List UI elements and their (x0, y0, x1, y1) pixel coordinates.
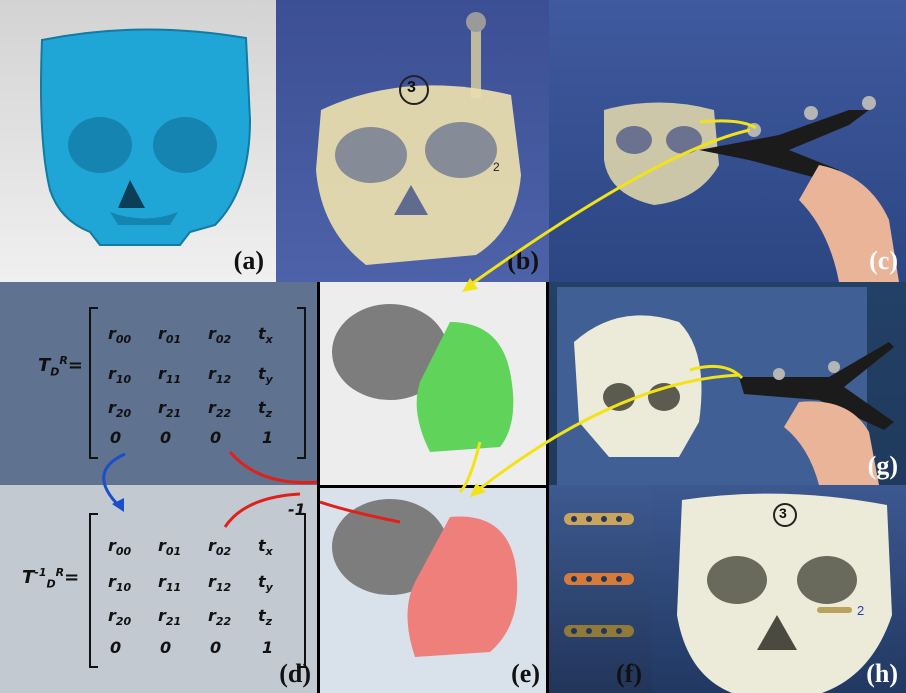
mt-row4-1: 0 (160, 428, 172, 447)
matrix-top-background (0, 282, 317, 485)
mt-r12: r12 (208, 364, 232, 387)
mb-row4-1: 0 (160, 638, 172, 657)
mt-r02: r02 (208, 324, 232, 347)
printed-skull-photo (316, 12, 521, 265)
orbit-renders (320, 282, 546, 693)
panel-h-skull-plates: 3 2 (h) (652, 485, 906, 693)
panel-f-plates: (f) (549, 485, 652, 693)
skull-plates-photo (677, 493, 892, 693)
mt-row4-2: 0 (210, 428, 222, 447)
mt-r11: r11 (158, 364, 182, 387)
model-number-h: 3 (779, 505, 787, 521)
mt-row4-3: 1 (262, 428, 274, 447)
plate-number-b: 2 (493, 160, 500, 174)
mb-r00: r00 (108, 536, 132, 559)
mt-r00: r00 (108, 324, 132, 347)
label-g: (g) (867, 451, 898, 480)
mb-r02: r02 (208, 536, 232, 559)
mb-row4-2: 0 (210, 638, 222, 657)
mb-r22: r22 (208, 606, 232, 629)
mb-r21: r21 (158, 606, 182, 629)
mb-row4-0: 0 (110, 638, 122, 657)
blue-skull-model (40, 28, 252, 246)
panel-e-segmentation: (e) (317, 282, 549, 693)
mt-r01: r01 (158, 324, 182, 347)
mt-row4-0: 0 (110, 428, 122, 447)
panel-d-matrices: TDR= r00 r01 r02 tx r10 r11 r12 ty r20 r… (0, 282, 317, 693)
plates-photo (564, 513, 634, 637)
pointer-photo (604, 96, 899, 282)
mb-r01: r01 (158, 536, 182, 559)
matrix-top-lhs: TDR= (38, 354, 83, 379)
mt-ty: ty (258, 364, 273, 387)
mb-tz: tz (258, 606, 273, 629)
label-b: (b) (507, 246, 539, 275)
panel-a-scan-render: (a) (0, 0, 276, 282)
label-f: (f) (616, 659, 642, 688)
mt-r21: r21 (158, 398, 182, 421)
mb-tx: tx (258, 536, 273, 559)
mt-r20: r20 (108, 398, 132, 421)
mb-ty: ty (258, 572, 273, 595)
model-number-b: 3 (407, 79, 416, 96)
plate-number-h: 2 (857, 603, 865, 618)
mb-r10: r10 (108, 572, 132, 595)
matrix-bottom-background (0, 485, 317, 693)
matrix-brackets (89, 307, 317, 668)
mt-tz: tz (258, 398, 273, 421)
label-e: (e) (511, 659, 540, 688)
mb-r20: r20 (108, 606, 132, 629)
label-h: (h) (866, 659, 898, 688)
mb-r11: r11 (158, 572, 182, 595)
label-c: (c) (869, 246, 898, 275)
panel-b-printed-model: 3 2 (b) (276, 0, 549, 282)
label-a: (a) (233, 246, 264, 275)
mt-r22: r22 (208, 398, 232, 421)
mt-r10: r10 (108, 364, 132, 387)
matrix-bottom-lhs: T-1DR= (22, 566, 80, 591)
label-d: (d) (279, 659, 311, 688)
mb-r12: r12 (208, 572, 232, 595)
mb-row4-3: 1 (262, 638, 274, 657)
panel-g-skull-pointer: (g) (549, 282, 906, 485)
matrix-bottom-exponent: -1 (288, 500, 306, 519)
panel-c-navigation-pointer: (c) (549, 0, 906, 282)
mt-tx: tx (258, 324, 273, 347)
skull-pointer-photo (557, 287, 894, 485)
